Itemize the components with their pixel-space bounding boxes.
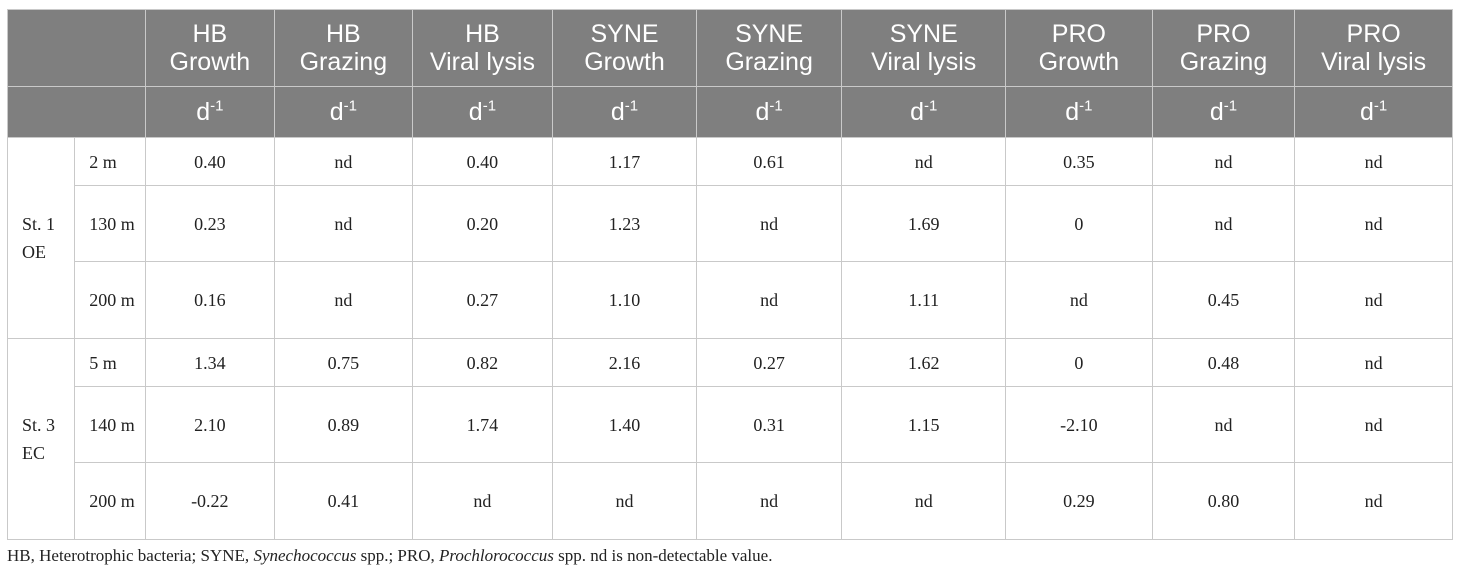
- value-cell: nd: [695, 462, 843, 540]
- header-hb-grazing: HB Grazing: [274, 9, 413, 87]
- table-row: 130 m 0.23 nd 0.20 1.23 nd 1.69 0 nd nd: [8, 185, 1453, 262]
- unit-cell: d-1: [695, 86, 843, 138]
- value-cell: 0.82: [411, 338, 554, 387]
- value-cell: nd: [841, 462, 1007, 540]
- unit-corner: [7, 86, 146, 138]
- value-cell: 0.45: [1151, 261, 1296, 339]
- value-cell: nd: [1294, 137, 1453, 186]
- header-pro-grazing: PRO Grazing: [1151, 9, 1296, 87]
- header-syne-grazing: SYNE Grazing: [695, 9, 843, 87]
- value-cell: 1.15: [841, 386, 1007, 463]
- value-cell: 2.10: [144, 386, 276, 463]
- unit-cell: d-1: [841, 86, 1007, 138]
- unit-cell: d-1: [411, 86, 554, 138]
- value-cell: 0.89: [274, 386, 413, 463]
- value-cell: 0.16: [144, 261, 276, 339]
- value-cell: 0.29: [1005, 462, 1153, 540]
- header-pro-growth: PRO Growth: [1005, 9, 1153, 87]
- value-cell: 1.17: [552, 137, 697, 186]
- value-cell: 2.16: [552, 338, 697, 387]
- value-cell: nd: [274, 261, 413, 339]
- unit-row: d-1 d-1 d-1 d-1 d-1 d-1 d-1 d-1 d-1: [7, 86, 1453, 138]
- value-cell: nd: [274, 185, 413, 262]
- header-hb-growth: HB Growth: [144, 9, 276, 87]
- value-cell: 1.62: [841, 338, 1007, 387]
- value-cell: 1.10: [552, 261, 697, 339]
- value-cell: nd: [1151, 386, 1296, 463]
- depth-cell: 5 m: [74, 338, 146, 387]
- value-cell: 0.75: [274, 338, 413, 387]
- depth-cell: 140 m: [74, 386, 146, 463]
- rates-table: HB Growth HB Grazing HB Viral lysis SYNE Gro…: [6, 9, 1453, 540]
- value-cell: 0.61: [695, 137, 843, 186]
- unit-cell: d-1: [552, 86, 697, 138]
- unit-cell: d-1: [274, 86, 413, 138]
- value-cell: nd: [1294, 338, 1453, 387]
- value-cell: 0.48: [1151, 338, 1296, 387]
- table-footnote: HB, Heterotrophic bacteria; SYNE, Synech…: [7, 546, 773, 565]
- value-cell: 0.35: [1005, 137, 1153, 186]
- header-syne-growth: SYNE Growth: [552, 9, 697, 87]
- value-cell: 0.41: [274, 462, 413, 540]
- value-cell: 0.20: [411, 185, 554, 262]
- value-cell: 1.23: [552, 185, 697, 262]
- value-cell: 0.27: [695, 338, 843, 387]
- value-cell: nd: [552, 462, 697, 540]
- table-row: St. 1 OE 2 m 0.40 nd 0.40 1.17 0.61 nd 0…: [6, 137, 1453, 339]
- value-cell: 0.40: [144, 137, 276, 186]
- table-row: 200 m -0.22 0.41 nd nd nd nd 0.29 0.80 n…: [8, 462, 1453, 540]
- header-pro-viral-lysis: PRO Viral lysis: [1294, 9, 1453, 87]
- value-cell: 1.34: [144, 338, 276, 387]
- value-cell: nd: [1294, 462, 1453, 540]
- value-cell: 0.40: [411, 137, 554, 186]
- value-cell: 1.69: [841, 185, 1007, 262]
- value-cell: 0: [1005, 338, 1153, 387]
- unit-cell: d-1: [144, 86, 276, 138]
- depth-cell: 2 m: [74, 137, 146, 186]
- header-syne-viral-lysis: SYNE Viral lysis: [841, 9, 1007, 87]
- station-label: St. 1 OE: [6, 137, 76, 339]
- unit-cell: d-1: [1294, 86, 1453, 138]
- value-cell: 1.11: [841, 261, 1007, 339]
- value-cell: nd: [695, 261, 843, 339]
- value-cell: 0.27: [411, 261, 554, 339]
- value-cell: nd: [1294, 185, 1453, 262]
- header-hb-viral-lysis: HB Viral lysis: [411, 9, 554, 87]
- header-row: HB Growth HB Grazing HB Viral lysis SYNE Gro…: [7, 9, 1453, 87]
- value-cell: 1.40: [552, 386, 697, 463]
- table-row: 140 m 2.10 0.89 1.74 1.40 0.31 1.15 -2.1…: [8, 386, 1453, 463]
- value-cell: nd: [1151, 185, 1296, 262]
- header-corner: [7, 9, 146, 87]
- unit-cell: d-1: [1005, 86, 1153, 138]
- value-cell: -2.10: [1005, 386, 1153, 463]
- value-cell: nd: [695, 185, 843, 262]
- depth-cell: 130 m: [74, 185, 146, 262]
- depth-cell: 200 m: [74, 462, 146, 540]
- value-cell: nd: [1294, 261, 1453, 339]
- value-cell: 0.23: [144, 185, 276, 262]
- value-cell: nd: [274, 137, 413, 186]
- value-cell: nd: [1151, 137, 1296, 186]
- value-cell: 0: [1005, 185, 1153, 262]
- station-label: St. 3 EC: [6, 338, 76, 540]
- value-cell: 1.74: [411, 386, 554, 463]
- value-cell: nd: [841, 137, 1007, 186]
- depth-cell: 200 m: [74, 261, 146, 339]
- table-row: 200 m 0.16 nd 0.27 1.10 nd 1.11 nd 0.45 …: [8, 261, 1453, 339]
- table-row: St. 3 EC 5 m 1.34 0.75 0.82 2.16 0.27 1.…: [6, 338, 1453, 540]
- value-cell: -0.22: [144, 462, 276, 540]
- value-cell: nd: [411, 462, 554, 540]
- value-cell: 0.31: [695, 386, 843, 463]
- unit-cell: d-1: [1151, 86, 1296, 138]
- value-cell: nd: [1005, 261, 1153, 339]
- value-cell: nd: [1294, 386, 1453, 463]
- value-cell: 0.80: [1151, 462, 1296, 540]
